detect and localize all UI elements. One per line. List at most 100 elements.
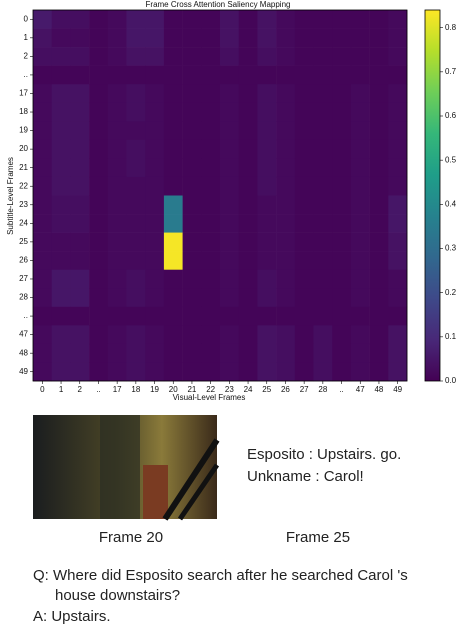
heat-cell [163,102,183,122]
heat-cell [70,214,90,233]
heat-cell [369,362,389,382]
heat-cell [145,251,165,270]
heat-cell [51,10,71,29]
heat-cell [313,232,333,252]
heat-cell [313,269,333,289]
heat-cell [369,288,389,308]
heat-cell [182,269,202,289]
y-tick-label: .. [24,311,28,320]
heat-cell [238,176,258,196]
heat-cell [33,325,52,345]
y-tick-label: 20 [19,144,28,153]
colorbar-tick-label: 0.5 [445,155,457,164]
heat-cell [201,139,221,159]
heat-cell [220,343,239,363]
plot-frame [32,9,408,382]
heat-cell [89,65,109,85]
heat-cell [107,214,127,233]
heat-cell [126,251,146,270]
heat-cell [220,65,239,85]
heat-cell [313,343,333,363]
heat-cell [294,232,314,252]
heat-cell [163,47,183,66]
heat-cell [332,65,352,85]
heat-cell [332,214,352,233]
heat-cell [126,47,146,66]
heat-cell [276,47,296,66]
heat-cell [51,28,71,48]
y-tick-label: 27 [19,274,28,283]
heat-cell [294,176,314,196]
heat-cell [313,47,333,66]
heat-cell [89,84,109,104]
heat-cell [220,269,239,289]
heat-cell [163,269,183,289]
heat-cell [388,269,408,289]
heat-cell [70,362,90,382]
heat-cell [201,84,221,104]
question: house downstairs? [55,587,180,604]
heat-cell [107,121,127,141]
heat-cell [51,325,71,345]
heat-cell [257,214,277,233]
heat-cell [182,139,202,159]
heat-cell [89,195,109,215]
heat-cell [388,288,408,308]
colorbar [424,9,441,382]
heat-cell [163,28,183,48]
heat-cell [350,84,370,104]
question: Q: Where did Esposito search after he se… [33,567,408,584]
heat-cell [369,158,389,178]
y-tick-label: 47 [19,330,28,339]
heat-cell [126,28,146,48]
heat-cell [332,10,352,29]
heat-cell [33,47,52,66]
heat-cell [51,269,71,289]
heat-cell [201,306,221,326]
heat-cell [182,195,202,215]
heat-cell [70,28,90,48]
heat-cell [107,47,127,66]
heat-cell [107,325,127,345]
heat-cell [238,251,258,270]
heat-cell [107,288,127,308]
heat-cell [276,343,296,363]
y-tick-label: 49 [19,367,28,376]
heat-cell [126,158,146,178]
heat-cell [369,121,389,141]
heat-cell [332,288,352,308]
heat-cell [388,121,408,141]
heat-cell [126,362,146,382]
heat-cell [182,84,202,104]
heat-cell [220,121,239,141]
heat-cell [238,195,258,215]
y-tick-label: 24 [19,218,28,227]
heat-cell [33,28,52,48]
heat-cell [70,325,90,345]
heat-cell [145,139,165,159]
heat-cell [107,158,127,178]
y-tick-label: 17 [19,89,28,98]
x-tick-label: 48 [374,385,383,394]
heat-cell [89,10,109,29]
heat-cell [238,158,258,178]
heat-cell [238,232,258,252]
heat-cell [163,306,183,326]
heat-cell [145,325,165,345]
heat-cell [145,269,165,289]
heat-cell [126,10,146,29]
frame-caption: Frame 20 [99,529,163,546]
heat-cell [201,362,221,382]
heat-cell [107,251,127,270]
heat-cell [332,325,352,345]
heat-cell [70,47,90,66]
heat-cell [70,84,90,104]
heat-cell [294,251,314,270]
heat-cell [220,251,239,270]
heat-cell [388,102,408,122]
heat-cell [369,47,389,66]
heat-cell [220,102,239,122]
heat-cell [388,28,408,48]
heat-cell [369,65,389,85]
heat-cell [350,214,370,233]
